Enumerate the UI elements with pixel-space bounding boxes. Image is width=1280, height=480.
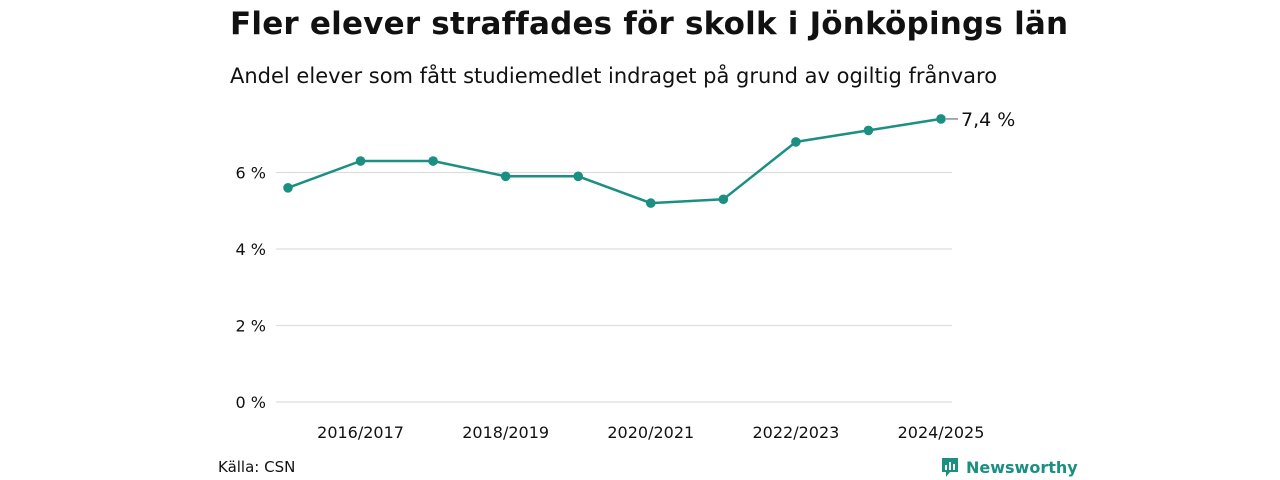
data-point [791,137,801,147]
data-points [283,114,946,208]
chart-subtitle: Andel elever som fått studiemedlet indra… [230,64,998,88]
chart-title: Fler elever straffades för skolk i Jönkö… [230,6,1069,42]
data-point [936,114,946,124]
x-tick-label: 2016/2017 [317,423,404,442]
data-point [283,183,293,193]
bar-chart-logo-icon [942,458,958,477]
data-point [355,156,366,166]
x-tick-label: 2020/2021 [607,423,694,442]
source-note: Källa: CSN [218,458,296,476]
brand-logo: Newsworthy [940,456,1078,478]
x-tick-label: 2024/2025 [898,423,985,442]
data-point [718,194,729,205]
y-tick-label: 0 % [236,393,266,412]
y-tick-label: 6 % [236,164,266,183]
data-point [428,156,438,166]
end-value-label: 7,4 % [961,109,1015,131]
data-point [645,198,656,208]
x-tick-label: 2018/2019 [462,423,549,442]
x-axis-labels: 2016/2017 2018/2019 2020/2021 2022/2023 2024… [317,423,984,442]
data-point [500,171,511,182]
data-point [863,125,874,136]
y-tick-label: 2 % [236,317,266,336]
series-line [287,117,942,205]
y-axis-labels: 0 % 2 % 4 % 6 % [236,164,266,413]
y-grid [276,171,952,403]
brand-name: Newsworthy [966,457,1078,477]
data-point [573,171,584,182]
y-tick-label: 4 % [236,240,266,259]
x-tick-label: 2022/2023 [752,423,839,442]
